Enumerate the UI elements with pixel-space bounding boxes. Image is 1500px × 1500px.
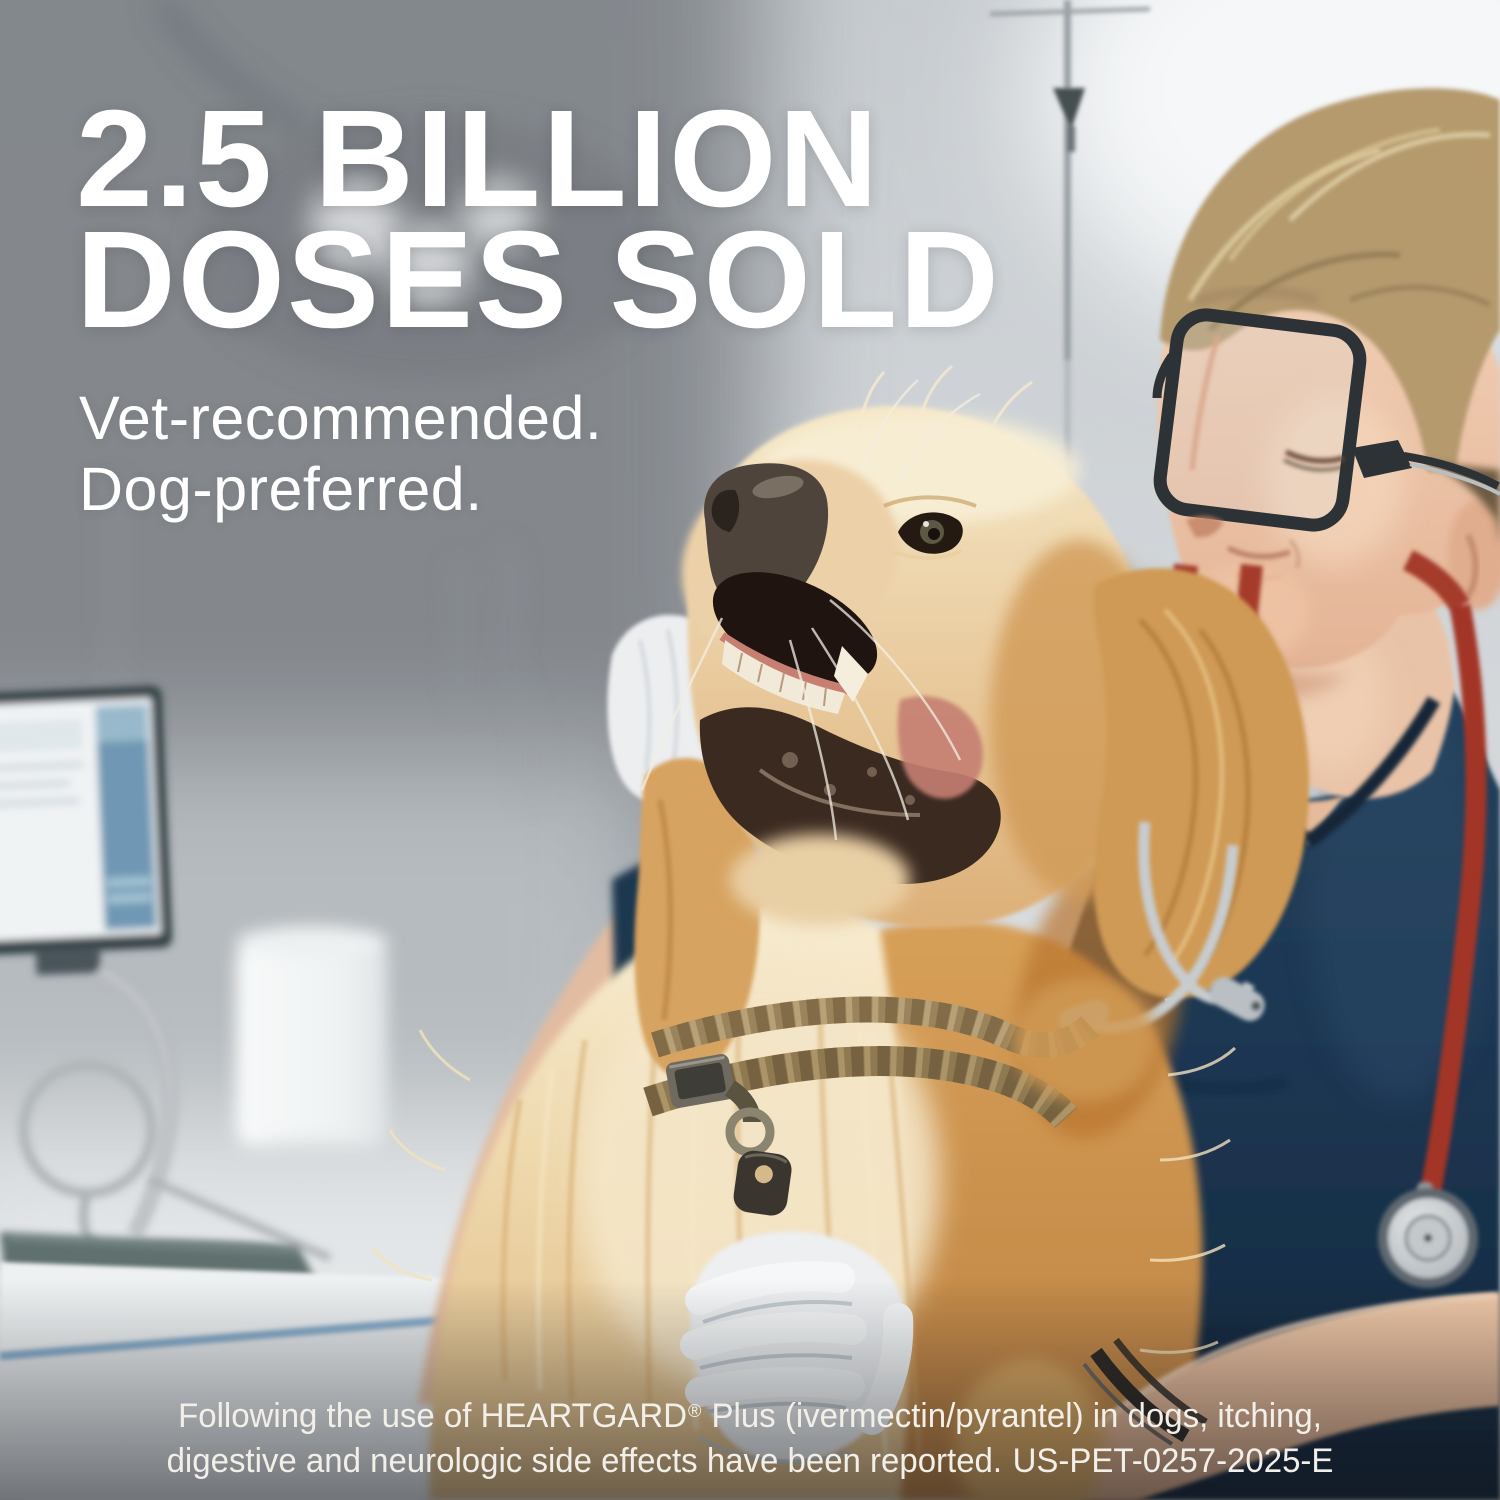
stethoscope-chestpiece [1378,1181,1478,1288]
vet-hair [1160,88,1500,545]
bottom-gradient-overlay [0,1280,1500,1500]
dog-canine-tooth [834,646,868,702]
vet-sideburn [1425,462,1500,545]
dog-eye [883,495,977,560]
headline: 2.5 BILLION DOSES SOLD [76,82,1001,357]
approval-code: US-PET-0257-2025-E [1012,1442,1334,1480]
headline-line1: 2.5 BILLION [76,82,881,236]
disclaimer-line2: digestive and neurologic side effects ha… [23,1441,1478,1482]
headline-line2: DOSES SOLD [76,203,1001,357]
dog-whiskers [640,379,981,841]
subheadline-line1: Vet-recommended. [79,384,603,452]
disclaimer: Following the use of HEARTGARD® Plus (iv… [0,1396,1500,1482]
disclaimer-line1: Following the use of HEARTGARD® Plus (iv… [23,1396,1478,1441]
disclaimer-text-before-reg: Following the use of HEARTGARD [178,1397,688,1435]
supply-cylinder [232,926,392,1166]
registered-trademark-symbol: ® [688,1399,702,1421]
subheadline: Vet-recommended. Dog-preferred. [79,383,602,525]
disclaimer-text-after-reg: Plus (ivermectin/pyrantel) in dogs, itch… [702,1397,1322,1435]
dog-collar [643,978,1157,1216]
dog-lower-lip [699,707,1001,885]
dog-mouth [699,572,1001,926]
collar-buckle [665,1054,735,1108]
xray-monitor [0,685,290,1276]
dog-head [634,364,1310,1079]
vet-nose [1186,334,1224,538]
disclaimer-text-line2: digestive and neurologic side effects ha… [166,1442,1003,1480]
vet-eye [1283,449,1347,472]
vet-eyebrow [1193,287,1320,307]
subheadline-line2: Dog-preferred. [79,455,483,523]
collar-tag [733,1150,792,1216]
dog-mouth-corner [897,696,984,799]
